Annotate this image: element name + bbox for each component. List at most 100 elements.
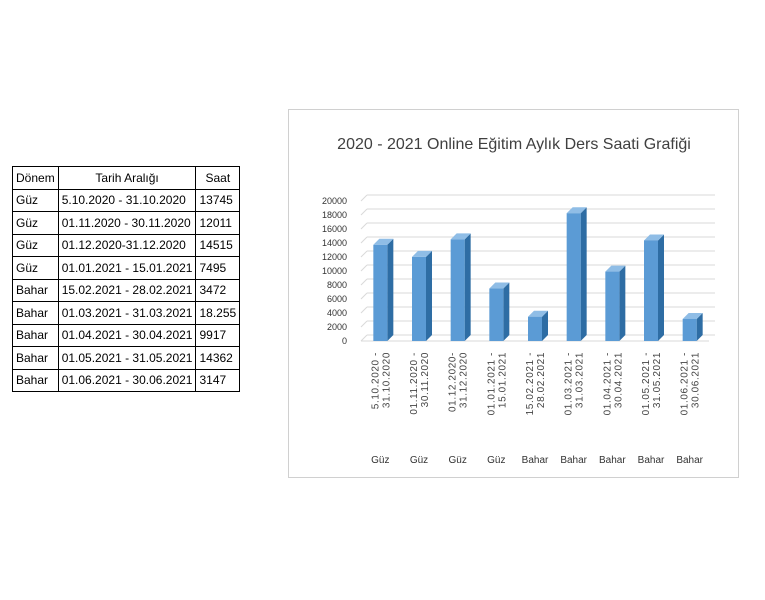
bar-side: [387, 238, 394, 341]
x-group-label: Güz: [371, 455, 389, 466]
header-tarih-araligi: Tarih Aralığı: [57, 166, 197, 190]
bar-chart: 2020 - 2021 Online Eğitim Aylık Ders Saa…: [322, 136, 715, 466]
gridline-side: [360, 306, 368, 314]
cell-donem: Bahar: [12, 346, 59, 370]
cell-tarih-araligi: 01.05.2021 - 31.05.2021: [57, 346, 197, 370]
y-tick-label: 10000: [322, 266, 347, 276]
gridline-side: [360, 320, 368, 328]
cell-donem: Güz: [12, 256, 59, 280]
y-tick-label: 6000: [327, 294, 347, 304]
bar-top: [489, 282, 510, 289]
bar-top: [450, 233, 471, 240]
bar: [605, 271, 620, 341]
cell-donem: Güz: [12, 188, 59, 212]
cell-tarih-araligi: 01.11.2020 - 30.11.2020: [57, 211, 197, 235]
bar: [644, 240, 658, 341]
bar-top: [566, 207, 587, 214]
table-row: Güz 5.10.2020 - 31.10.2020 13745: [12, 188, 241, 212]
table-row: Bahar 15.02.2021 - 28.02.2021 3472: [12, 278, 241, 302]
gridline-side: [360, 292, 368, 300]
bar-top: [644, 234, 664, 241]
bar-top: [412, 250, 432, 257]
gridline-side: [360, 208, 368, 216]
cell-donem: Bahar: [12, 301, 59, 325]
bar-side: [696, 312, 703, 341]
cell-tarih-araligi: 01.12.2020-31.12.2020: [57, 233, 197, 257]
bar-top: [605, 265, 626, 272]
cell-tarih-araligi: 01.06.2021 - 30.06.2021: [57, 368, 197, 392]
bar: [412, 256, 426, 341]
x-group-label: Bahar: [638, 455, 665, 466]
data-table: Dönem Tarih Aralığı Saat Güz 5.10.2020 - …: [12, 166, 241, 392]
table-header-row: Dönem Tarih Aralığı Saat: [12, 166, 241, 190]
cell-tarih-araligi: 5.10.2020 - 31.10.2020: [57, 188, 197, 212]
cell-donem: Bahar: [12, 368, 59, 392]
cell-saat: 13745: [195, 188, 241, 212]
chart-title: 2020 - 2021 Online Eğitim Aylık Ders Saa…: [337, 136, 691, 153]
header-donem: Dönem: [12, 166, 59, 190]
y-tick-label: 4000: [327, 308, 347, 318]
y-tick-label: 20000: [322, 196, 347, 206]
x-category-label: 01.01.2021 -15.01.2021: [486, 352, 508, 415]
bar-side: [542, 310, 548, 341]
table-row: Bahar 01.03.2021 - 31.03.2021 18.255: [12, 301, 241, 325]
y-tick-label: 18000: [322, 210, 347, 220]
bar-side: [503, 282, 510, 341]
bar: [682, 318, 697, 341]
bar-side: [658, 234, 664, 341]
y-tick-label: 2000: [327, 322, 347, 332]
table-row: Güz 01.01.2021 - 15.01.2021 7495: [12, 256, 241, 280]
bar-top: [528, 310, 548, 317]
cell-saat: 14515: [195, 233, 241, 257]
bar-top: [682, 312, 703, 319]
gridline-side: [360, 194, 368, 202]
table-row: Güz 01.11.2020 - 30.11.2020 12011: [12, 211, 241, 235]
cell-tarih-araligi: 15.02.2021 - 28.02.2021: [57, 278, 197, 302]
cell-saat: 12011: [195, 211, 241, 235]
cell-saat: 7495: [195, 256, 241, 280]
y-tick-label: 12000: [322, 252, 347, 262]
cell-tarih-araligi: 01.01.2021 - 15.01.2021: [57, 256, 197, 280]
x-group-label: Güz: [410, 455, 428, 466]
bar-side: [426, 250, 432, 341]
cell-donem: Güz: [12, 233, 59, 257]
y-tick-label: 8000: [327, 280, 347, 290]
cell-saat: 3147: [195, 368, 241, 392]
header-saat: Saat: [195, 166, 241, 190]
x-category-label: 01.06.2021 -30.06.2021: [680, 352, 702, 415]
cell-donem: Bahar: [12, 323, 59, 347]
x-category-label: 5.10.2020 -31.10.2020: [370, 352, 392, 409]
gridline-side: [360, 222, 368, 230]
cell-tarih-araligi: 01.04.2021 - 30.04.2021: [57, 323, 197, 347]
table-row: Güz 01.12.2020-31.12.2020 14515: [12, 233, 241, 257]
x-category-label: 01.12.2020-31.12.2020: [448, 352, 470, 412]
x-group-label: Güz: [487, 455, 505, 466]
x-group-label: Bahar: [599, 455, 626, 466]
bar: [489, 288, 504, 341]
bar-top: [373, 238, 394, 245]
table-row: Bahar 01.05.2021 - 31.05.2021 14362: [12, 346, 241, 370]
x-category-label: 01.11.2020 -30.11.2020: [409, 352, 431, 415]
x-group-label: Bahar: [676, 455, 703, 466]
x-group-label: Bahar: [522, 455, 549, 466]
x-category-label: 15.02.2021 -28.02.2021: [525, 352, 547, 415]
x-category-label: 01.05.2021 -31.05.2021: [641, 352, 663, 415]
y-tick-label: 16000: [322, 224, 347, 234]
gridline-side: [360, 250, 368, 258]
table-row: Bahar 01.06.2021 - 30.06.2021 3147: [12, 368, 241, 392]
bar-side: [619, 265, 626, 341]
gridline-side: [360, 278, 368, 286]
y-tick-label: 14000: [322, 238, 347, 248]
cell-saat: 3472: [195, 278, 241, 302]
cell-saat: 14362: [195, 346, 241, 370]
table-row: Bahar 01.04.2021 - 30.04.2021 9917: [12, 323, 241, 347]
cell-saat: 18.255: [195, 301, 241, 325]
bar: [566, 213, 581, 341]
gridline-side: [360, 334, 368, 342]
bar: [528, 316, 542, 341]
bar-side: [580, 207, 587, 341]
x-category-label: 01.04.2021 -30.04.2021: [602, 352, 624, 415]
y-tick-label: 0: [342, 336, 347, 346]
x-group-label: Bahar: [560, 455, 587, 466]
chart-container: 2020 - 2021 Online Eğitim Aylık Ders Saa…: [288, 109, 739, 478]
